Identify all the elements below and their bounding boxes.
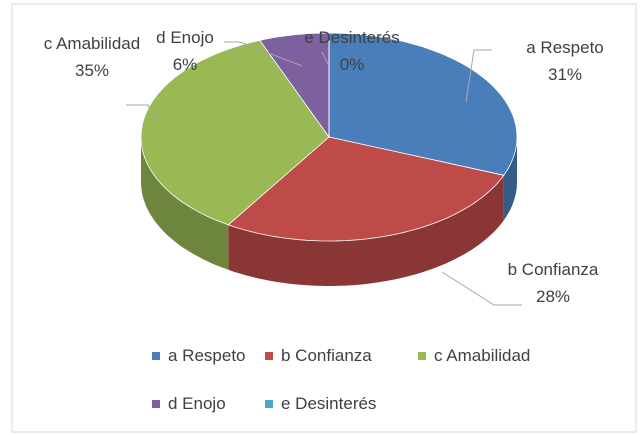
- slice-side: [141, 137, 229, 270]
- leader-line: [321, 51, 329, 65]
- data-label-value: 6%: [172, 55, 198, 74]
- data-label-name: b Confianza: [507, 260, 599, 279]
- slice-side: [503, 137, 517, 221]
- legend-item: e Desinterés: [265, 394, 376, 414]
- slice-side: [228, 175, 504, 286]
- legend-label: c Amabilidad: [434, 346, 531, 365]
- legend-label: d Enojo: [168, 394, 226, 413]
- legend-label: a Respeto: [168, 346, 246, 365]
- data-label: c Amabilidad 35%: [37, 30, 147, 84]
- legend-item: b Confianza: [265, 346, 372, 366]
- leader-lines: [126, 41, 522, 306]
- data-label: a Respeto 31%: [510, 34, 620, 88]
- data-label-name: e Desinterés: [304, 28, 400, 47]
- data-label-value: 0%: [339, 55, 365, 74]
- leader-line: [126, 104, 157, 123]
- data-label: d Enojo 6%: [140, 24, 230, 78]
- legend-label: e Desinterés: [281, 394, 377, 413]
- data-label-name: a Respeto: [526, 38, 604, 57]
- data-label: e Desinterés 0%: [297, 24, 407, 78]
- legend-label: b Confianza: [281, 346, 372, 365]
- slice: [328, 32, 518, 176]
- leader-line: [465, 49, 492, 103]
- legend-swatch: [265, 352, 273, 360]
- legend-item: d Enojo: [152, 394, 226, 414]
- slice: [259, 32, 330, 139]
- data-label: b Confianza 28%: [503, 256, 603, 310]
- legend-swatch: [418, 352, 426, 360]
- legend-item: c Amabilidad: [418, 346, 530, 366]
- legend-swatch: [152, 352, 160, 360]
- data-label-value: 31%: [547, 65, 583, 84]
- slice: [140, 39, 330, 226]
- legend-swatch: [265, 400, 273, 408]
- data-label-name: d Enojo: [156, 28, 214, 47]
- leader-line: [441, 271, 522, 306]
- legend-swatch: [152, 400, 160, 408]
- slice: [227, 136, 505, 242]
- data-label-value: 28%: [535, 287, 571, 306]
- pie: [140, 32, 518, 286]
- data-label-value: 35%: [74, 61, 110, 80]
- data-label-name: c Amabilidad: [43, 34, 141, 53]
- legend-item: a Respeto: [152, 346, 246, 366]
- leader-line: [224, 41, 303, 67]
